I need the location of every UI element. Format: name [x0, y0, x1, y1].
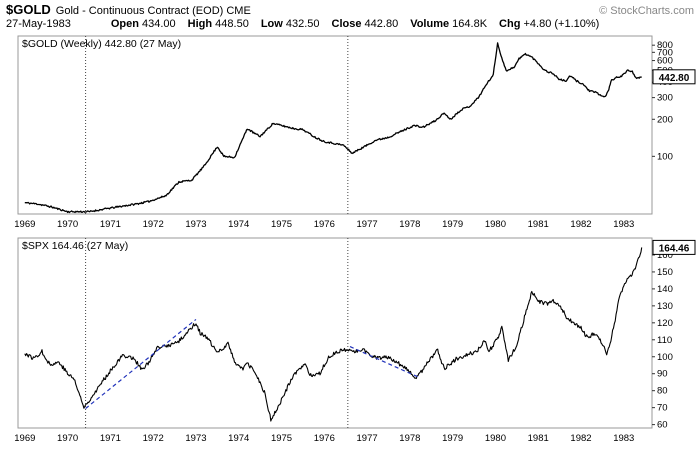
x-tick-label: 1977 — [357, 219, 378, 230]
ticker-symbol: $GOLD — [6, 2, 51, 17]
ticker-description: Gold - Continuous Contract (EOD) CME — [55, 5, 251, 17]
x-tick-label: 1982 — [570, 219, 591, 230]
x-tick-label: 1974 — [228, 433, 249, 444]
y-tick-label: 150 — [657, 267, 673, 278]
x-tick-label: 1972 — [143, 433, 164, 444]
last-price-badge — [652, 239, 696, 255]
x-tick-label: 1976 — [314, 219, 335, 230]
quote-item: Open 434.00 — [110, 18, 176, 30]
y-tick-label: 90 — [657, 369, 668, 380]
y-tick-label: 100 — [657, 352, 673, 363]
quote-item: Volume 164.8K — [410, 18, 488, 30]
x-tick-label: 1973 — [185, 433, 206, 444]
quote-item: Chg +4.80 (+1.10%) — [499, 18, 600, 30]
y-tick-label: 200 — [657, 114, 673, 125]
x-tick-label: 1983 — [613, 219, 634, 230]
blue-dashed-trendline — [85, 318, 197, 409]
x-tick-label: 1979 — [442, 219, 463, 230]
y-tick-label: 600 — [657, 56, 673, 67]
y-tick-label: 70 — [657, 403, 668, 414]
spx-price-line — [24, 247, 643, 422]
x-tick-label: 1969 — [14, 433, 35, 444]
gold-price-line — [24, 42, 642, 214]
x-tick-label: 1972 — [143, 219, 164, 230]
x-tick-label: 1974 — [228, 219, 249, 230]
x-tick-label: 1979 — [442, 433, 463, 444]
x-tick-label: 1975 — [271, 219, 292, 230]
quote-item: High 448.50 — [187, 18, 249, 30]
panel-title: $SPX 164.46 (27 May) — [22, 240, 128, 252]
quote-item: Low 432.50 — [260, 18, 320, 30]
x-tick-label: 1982 — [570, 433, 591, 444]
y-tick-label: 160 — [657, 250, 673, 261]
x-tick-label: 1977 — [357, 433, 378, 444]
chart-header: $GOLD Gold - Continuous Contract (EOD) C… — [0, 0, 700, 32]
y-tick-label: 130 — [657, 301, 673, 312]
y-tick-label: 300 — [657, 93, 673, 104]
x-tick-label: 1970 — [57, 433, 78, 444]
quote-line: Open 434.00 High 448.50 Low 432.50 Close 44… — [111, 18, 599, 30]
quote-date: 27-May-1983 — [6, 18, 71, 30]
x-tick-label: 1976 — [314, 433, 335, 444]
x-tick-label: 1975 — [271, 433, 292, 444]
plot-border — [17, 35, 653, 215]
y-tick-label: 110 — [657, 335, 672, 346]
x-tick-label: 1978 — [399, 219, 420, 230]
y-tick-label: 100 — [657, 151, 673, 162]
last-price-badge-label: 442.80 — [659, 73, 690, 84]
last-price-badge-label: 164.46 — [659, 243, 690, 254]
x-tick-label: 1969 — [14, 219, 35, 230]
x-tick-label: 1980 — [485, 219, 506, 230]
x-tick-label: 1983 — [613, 433, 634, 444]
x-tick-label: 1973 — [185, 219, 206, 230]
blue-dashed-trendline — [349, 346, 419, 378]
header-line-1: $GOLD Gold - Continuous Contract (EOD) C… — [6, 2, 694, 17]
gold-chart-panel: 8007006005004003002001001969197019711972… — [14, 35, 696, 230]
x-tick-label: 1970 — [57, 219, 78, 230]
y-tick-label: 80 — [657, 386, 668, 397]
y-tick-label: 140 — [657, 284, 673, 295]
y-tick-label: 60 — [657, 420, 668, 431]
y-tick-label: 800 — [657, 40, 673, 51]
x-tick-label: 1981 — [528, 219, 549, 230]
x-tick-label: 1971 — [100, 433, 121, 444]
x-tick-label: 1978 — [399, 433, 420, 444]
y-tick-label: 120 — [657, 318, 673, 329]
last-price-badge — [652, 69, 696, 85]
plot-border — [17, 237, 653, 429]
x-tick-label: 1971 — [100, 219, 121, 230]
quote-item: Close 442.80 — [331, 18, 399, 30]
spx-chart-panel: 160 150 140 130 120 110 100 90 80 70 60 1969 1970 197… — [14, 237, 696, 444]
panel-title: $GOLD (Weekly) 442.80 (27 May) — [22, 38, 181, 50]
y-tick-label: 700 — [657, 47, 673, 58]
copyright-text: © StockCharts.com — [599, 5, 694, 17]
x-tick-label: 1980 — [485, 433, 506, 444]
header-line-2: 27-May-1983 Open 434.00 High 448.50 Low 43… — [6, 18, 694, 32]
x-tick-label: 1981 — [528, 433, 549, 444]
